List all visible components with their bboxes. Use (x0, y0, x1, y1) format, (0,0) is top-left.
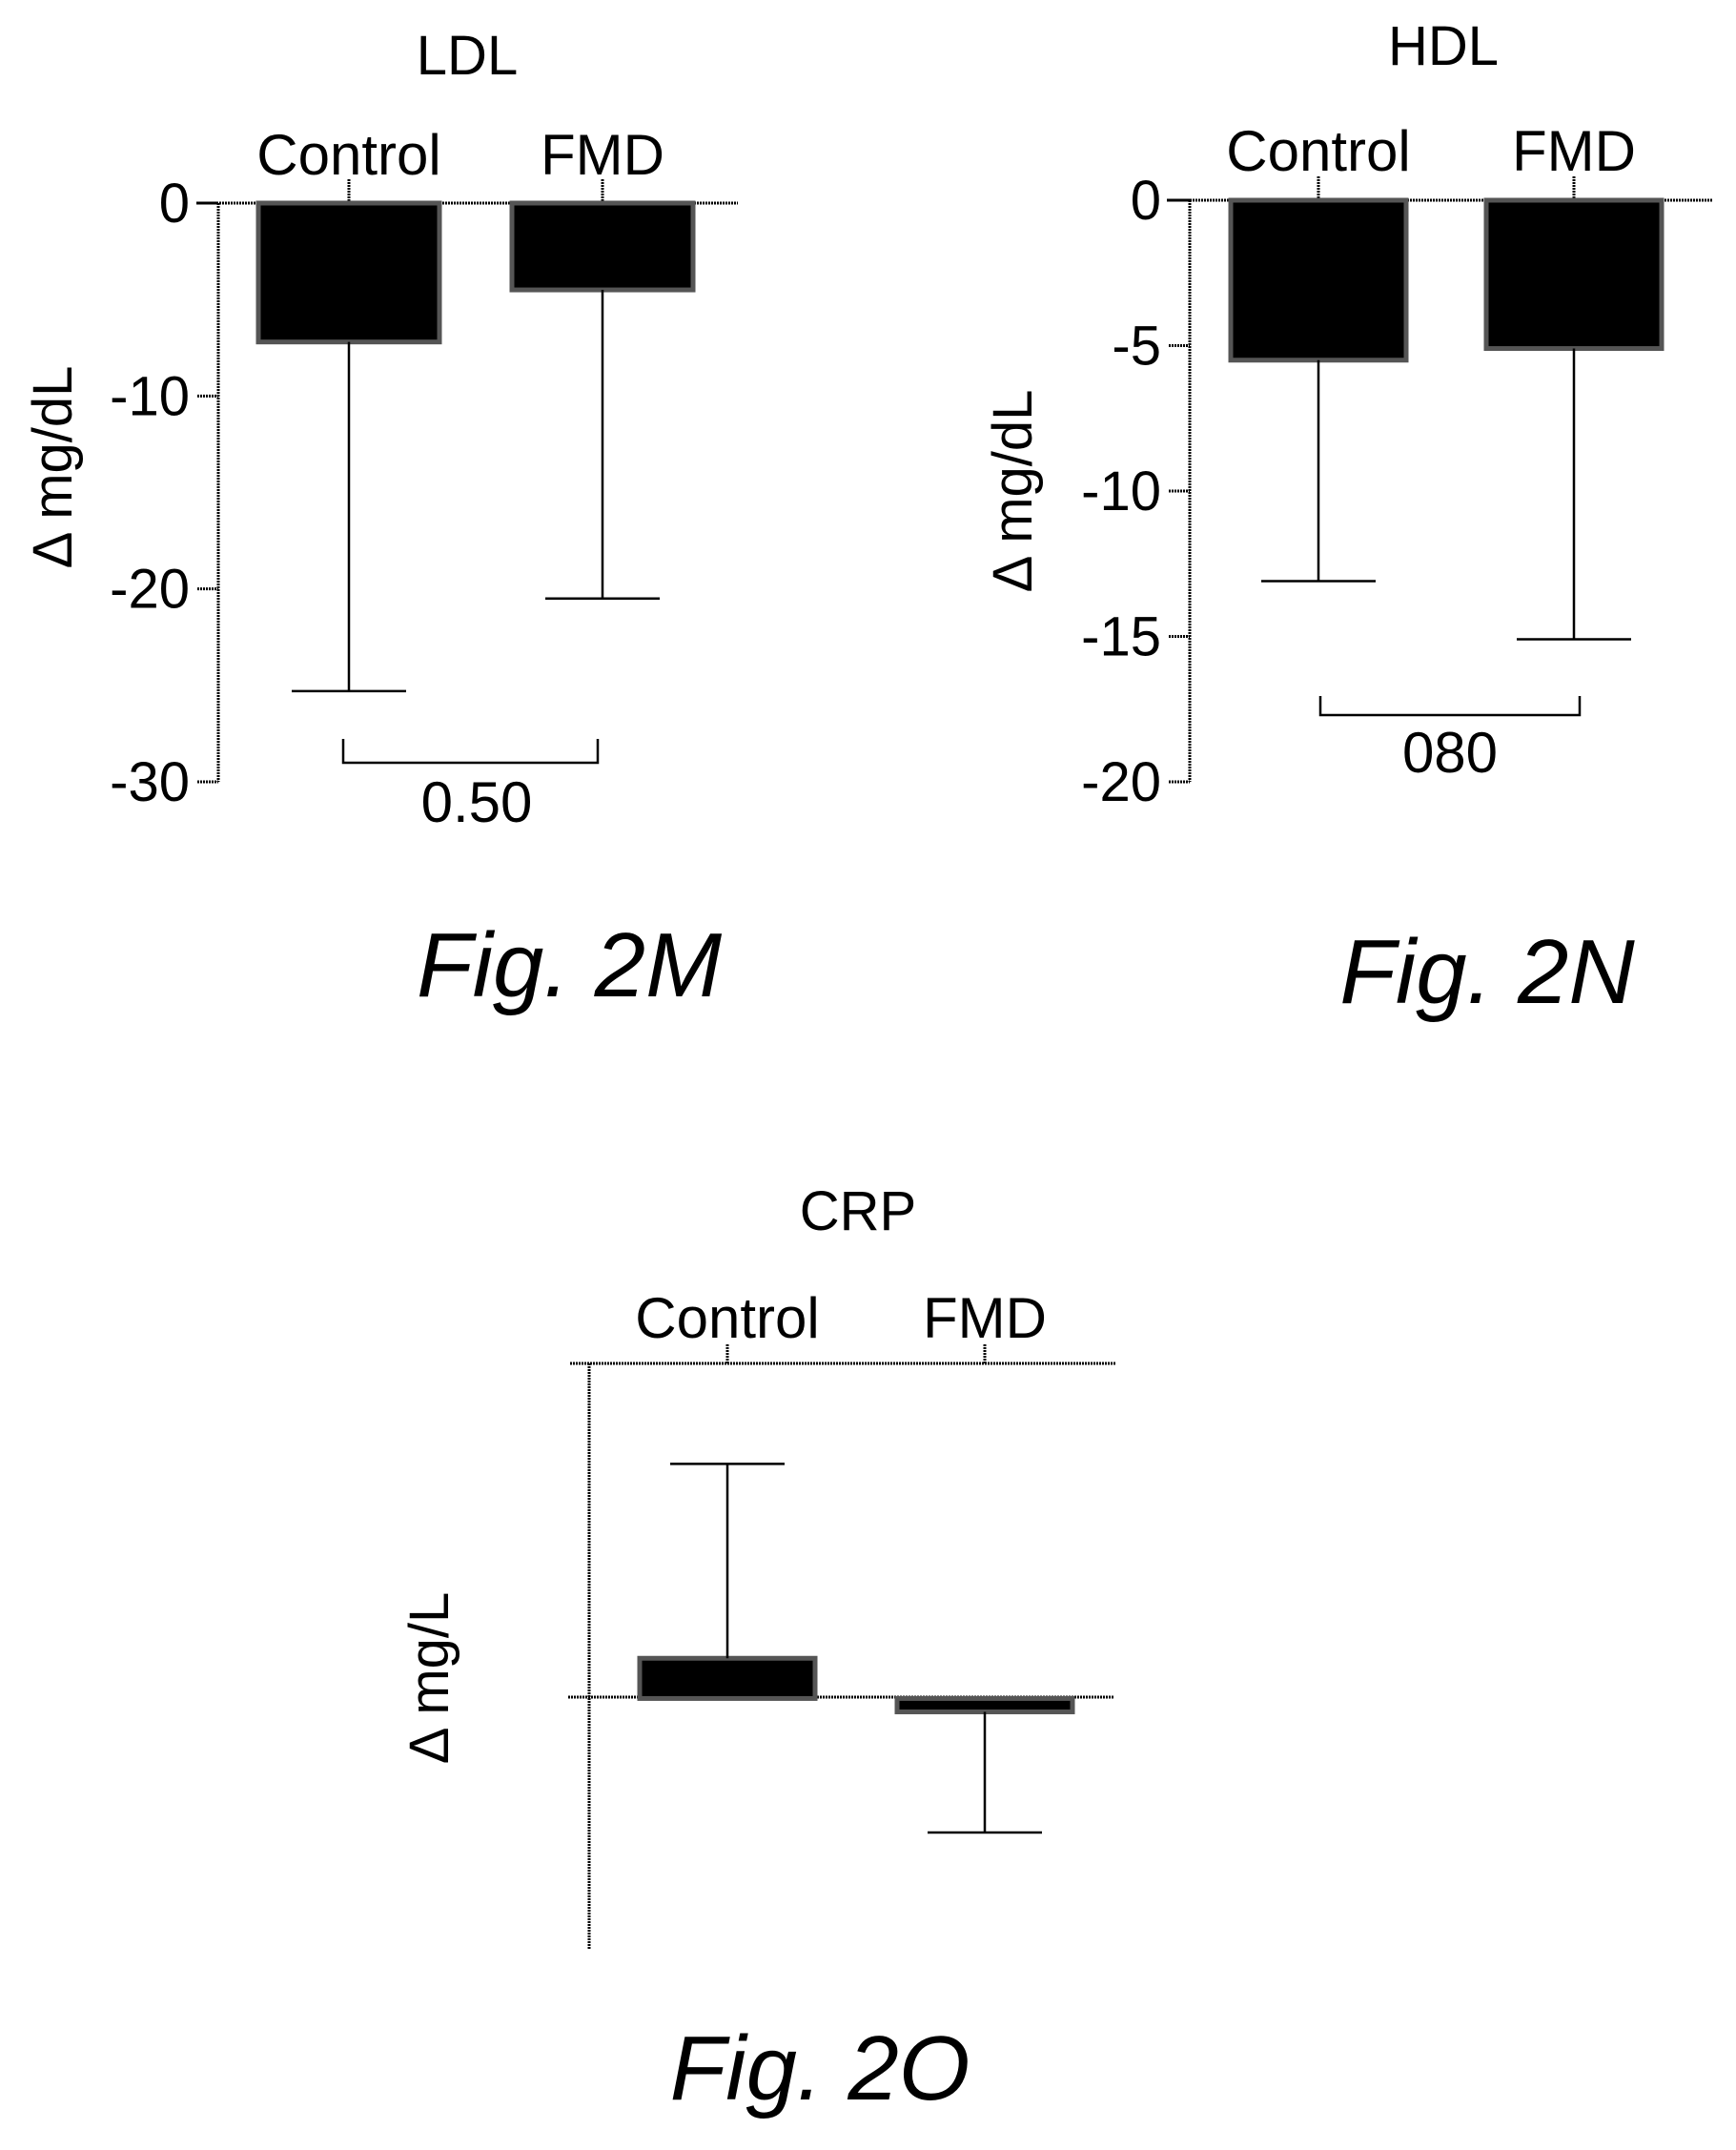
bar-control (1228, 197, 1409, 363)
p-value-label: 080 (1402, 721, 1498, 785)
category-label-control: Control (635, 1286, 819, 1350)
bars (1228, 197, 1665, 641)
y-ticks: 0 -10 -20 -30 (110, 173, 218, 813)
category-label-fmd: FMD (1512, 119, 1636, 183)
chart-title: CRP (800, 1180, 916, 1242)
chart-title: LDL (417, 25, 518, 87)
bar-control (255, 200, 442, 345)
y-tick-label: -20 (110, 559, 190, 621)
figure-caption-2o: Fig. 2O (670, 2017, 970, 2119)
y-axis-label: Δ mg/dL (982, 390, 1044, 593)
y-tick-label: 0 (1131, 170, 1161, 232)
bars (637, 1463, 1075, 1834)
y-tick-label: -5 (1112, 316, 1161, 378)
chart-title: HDL (1388, 15, 1499, 77)
figure-caption-2n: Fig. 2N (1339, 921, 1635, 1023)
y-tick-label: -10 (1081, 461, 1161, 522)
p-value-label: 0.50 (421, 770, 533, 834)
category-label-control: Control (1226, 119, 1410, 183)
chart-crp: CRP Control FMD Δ mg/L (398, 1180, 1115, 1950)
category-label-fmd: FMD (923, 1286, 1047, 1350)
bars (255, 200, 696, 693)
bar-fmd (509, 200, 696, 293)
significance-bracket (1318, 696, 1582, 717)
chart-ldl: LDL Control FMD 0 -10 -20 -30 Δ mg/dL 0.50 (22, 25, 738, 834)
category-label-fmd: FMD (541, 123, 664, 187)
chart-hdl: HDL Control FMD 0 -5 -10 -15 -20 Δ mg/dL 080 (982, 15, 1712, 813)
bar-fmd (894, 1695, 1075, 1714)
y-tick-label: -30 (110, 751, 190, 813)
y-tick-label: -10 (110, 365, 190, 427)
y-tick-label: -20 (1081, 751, 1161, 813)
y-axis-label: Δ mg/L (398, 1592, 460, 1765)
y-tick-label: 0 (159, 173, 190, 235)
y-tick-label: -15 (1081, 606, 1161, 668)
y-ticks: 0 -5 -10 -15 -20 (1081, 170, 1190, 813)
significance-bracket (341, 739, 600, 765)
bar-control (637, 1655, 818, 1701)
bar-fmd (1483, 197, 1665, 352)
y-axis-label: Δ mg/dL (22, 366, 84, 569)
category-label-control: Control (256, 123, 440, 187)
figure-caption-2m: Fig. 2M (417, 914, 722, 1016)
